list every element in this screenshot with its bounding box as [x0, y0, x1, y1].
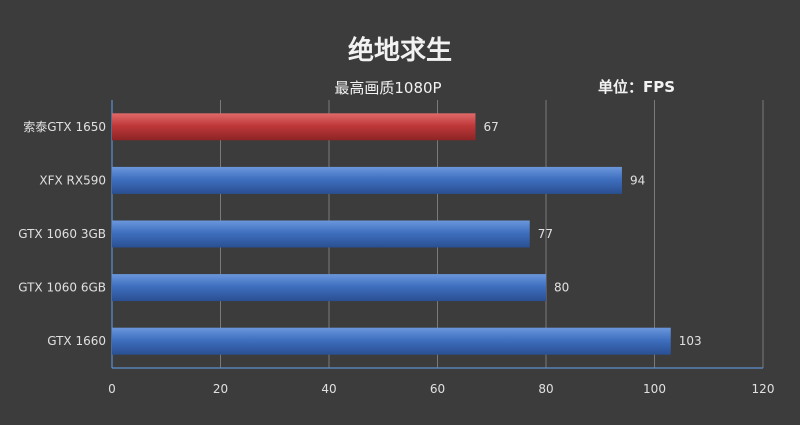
x-tick-label: 0	[108, 382, 116, 396]
data-label: 103	[679, 334, 702, 348]
x-tick-label: 80	[538, 382, 553, 396]
bar	[112, 327, 671, 355]
category-label: XFX RX590	[39, 173, 106, 187]
unit-label: 单位：FPS	[598, 78, 676, 96]
category-label: GTX 1060 6GB	[18, 281, 106, 295]
x-tick-label: 60	[430, 382, 445, 396]
x-tick-label: 120	[752, 382, 775, 396]
x-tick-label: 40	[321, 382, 336, 396]
category-label: GTX 1660	[47, 334, 106, 348]
data-label: 80	[554, 281, 569, 295]
x-tick-label: 100	[643, 382, 666, 396]
bar	[112, 274, 546, 302]
x-tick-label: 20	[213, 382, 228, 396]
data-label: 67	[483, 120, 498, 134]
data-label: 94	[630, 173, 645, 187]
chart-title: 绝地求生	[347, 36, 452, 66]
data-label: 77	[538, 227, 553, 241]
chart-subtitle: 最高画质1080P	[334, 79, 442, 97]
category-label: 索泰GTX 1650	[23, 120, 106, 134]
bar	[112, 113, 476, 141]
bar	[112, 220, 530, 248]
bar	[112, 166, 622, 194]
category-label: GTX 1060 3GB	[18, 227, 106, 241]
